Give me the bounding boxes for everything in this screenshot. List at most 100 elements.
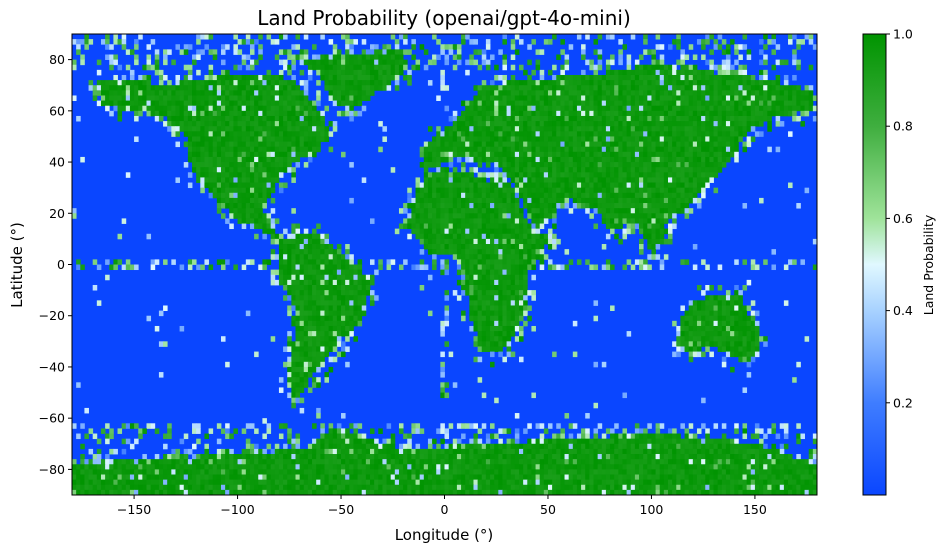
heatmap-cell xyxy=(730,300,735,306)
heatmap-cell xyxy=(237,64,243,71)
heatmap-cell xyxy=(249,218,255,224)
heatmap-cell xyxy=(779,90,785,96)
heatmap-cell xyxy=(440,269,445,276)
heatmap-cell xyxy=(730,325,735,332)
heatmap-cell xyxy=(754,131,760,137)
heatmap-cell xyxy=(382,80,387,86)
heatmap-cell xyxy=(506,336,512,342)
heatmap-cell xyxy=(626,141,632,148)
heatmap-cell xyxy=(494,131,499,137)
heatmap-cell xyxy=(527,100,532,107)
heatmap-cell xyxy=(610,182,615,189)
heatmap-cell xyxy=(241,208,247,214)
heatmap-cell xyxy=(725,341,731,347)
heatmap-cell xyxy=(461,269,466,276)
heatmap-cell xyxy=(299,90,305,96)
heatmap-cell xyxy=(514,249,520,255)
heatmap-cell xyxy=(461,249,466,255)
heatmap-cell xyxy=(701,44,706,50)
heatmap-cell xyxy=(605,264,611,271)
heatmap-cell xyxy=(448,197,454,204)
heatmap-cell xyxy=(208,141,214,148)
heatmap-cell xyxy=(514,80,520,86)
heatmap-cell xyxy=(332,74,338,81)
heatmap-cell xyxy=(494,208,499,214)
heatmap-cell xyxy=(361,90,367,96)
heatmap-cell xyxy=(494,141,499,148)
heatmap-cell xyxy=(456,177,462,183)
heatmap-cell xyxy=(614,208,619,214)
heatmap-cell xyxy=(456,203,462,209)
heatmap-cell xyxy=(312,110,317,117)
heatmap-cell xyxy=(303,269,309,276)
heatmap-cell xyxy=(357,274,363,281)
heatmap-cell xyxy=(283,244,288,250)
heatmap-cell xyxy=(423,182,429,189)
heatmap-cell xyxy=(316,233,321,240)
heatmap-cell xyxy=(245,95,251,101)
heatmap-cell xyxy=(730,74,735,81)
heatmap-cell xyxy=(593,136,599,142)
heatmap-cell xyxy=(498,341,503,347)
heatmap-cell xyxy=(270,249,276,255)
heatmap-cell xyxy=(171,121,176,127)
heatmap-cell xyxy=(341,264,346,271)
heatmap-cell xyxy=(651,187,656,194)
heatmap-cell xyxy=(266,80,272,86)
heatmap-cell xyxy=(514,100,520,107)
heatmap-cell xyxy=(444,151,450,158)
heatmap-cell xyxy=(316,95,321,101)
heatmap-cell xyxy=(605,110,611,117)
heatmap-cell xyxy=(258,182,263,189)
heatmap-cell xyxy=(270,126,276,132)
heatmap-cell xyxy=(254,141,259,148)
heatmap-cell xyxy=(378,64,383,71)
heatmap-cell xyxy=(274,162,280,168)
heatmap-cell xyxy=(692,167,698,173)
heatmap-cell xyxy=(465,192,470,199)
heatmap-cell xyxy=(717,90,723,96)
heatmap-cell xyxy=(175,95,181,101)
heatmap-cell xyxy=(643,39,648,45)
heatmap-cell xyxy=(738,325,743,332)
heatmap-cell xyxy=(506,290,512,296)
heatmap-cell xyxy=(705,336,710,342)
heatmap-cell xyxy=(626,85,632,91)
heatmap-cell xyxy=(481,172,487,178)
heatmap-cell xyxy=(763,69,768,76)
heatmap-cell xyxy=(237,203,243,209)
heatmap-cell xyxy=(663,110,669,117)
heatmap-cell xyxy=(494,126,499,132)
heatmap-cell xyxy=(411,44,416,50)
heatmap-cell xyxy=(204,100,209,107)
heatmap-cell xyxy=(684,203,690,209)
heatmap-cell xyxy=(610,95,615,101)
heatmap-cell xyxy=(514,187,520,194)
heatmap-cell xyxy=(125,85,131,91)
heatmap-cell xyxy=(701,54,706,61)
heatmap-cell xyxy=(192,141,197,148)
heatmap-cell xyxy=(465,284,470,291)
heatmap-cell xyxy=(320,59,325,66)
heatmap-cell xyxy=(734,290,739,296)
heatmap-cell xyxy=(212,192,218,199)
heatmap-cell xyxy=(146,110,152,117)
heatmap-cell xyxy=(713,305,719,311)
heatmap-cell xyxy=(469,197,474,204)
heatmap-cell xyxy=(403,218,408,224)
heatmap-cell xyxy=(676,115,681,122)
heatmap-cell xyxy=(510,305,516,311)
heatmap-cell xyxy=(734,156,739,163)
heatmap-cell xyxy=(734,320,739,327)
heatmap-cell xyxy=(436,54,441,61)
heatmap-cell xyxy=(183,85,189,91)
heatmap-cell xyxy=(258,110,263,117)
heatmap-cell xyxy=(245,310,251,317)
heatmap-cell xyxy=(481,121,487,127)
heatmap-cell xyxy=(659,259,665,265)
heatmap-cell xyxy=(717,110,723,117)
heatmap-cell xyxy=(684,182,690,189)
heatmap-cell xyxy=(328,279,334,286)
heatmap-cell xyxy=(547,136,553,142)
heatmap-cell xyxy=(663,203,669,209)
